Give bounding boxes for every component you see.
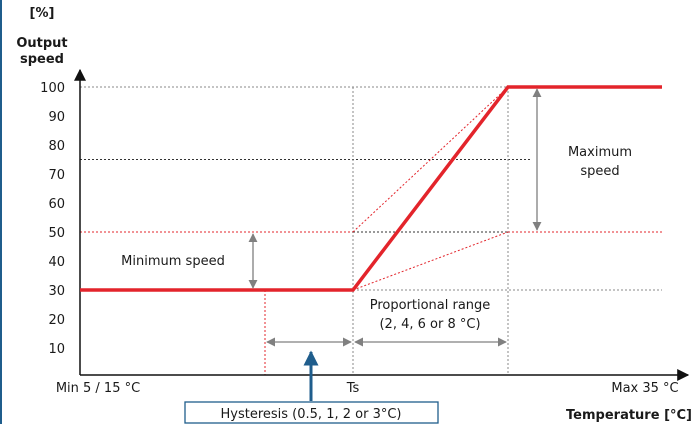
chart-marks: 10 20 30 40 50 60 70 80 90 100: [40, 68, 690, 401]
y-tick-label: 20: [48, 313, 65, 328]
y-tick-label: 80: [48, 139, 65, 154]
proportional-range-label-line-1: Proportional range: [370, 298, 491, 313]
y-tick-label: 10: [48, 342, 65, 357]
maximum-speed-label-line-1: Maximum: [568, 145, 632, 160]
output-speed-line: [80, 85, 662, 292]
y-axis-label-line-1: Output: [16, 36, 67, 51]
x-label-setpoint: Ts: [346, 381, 360, 396]
y-tick-label: 100: [40, 81, 65, 96]
proportional-range-label-line-2: (2, 4, 6 or 8 °C): [379, 317, 480, 332]
y-tick-label: 90: [48, 110, 65, 125]
hysteresis-label: Hysteresis (0.5, 1, 2 or 3°C): [221, 407, 402, 422]
x-axis-label: Temperature [°C]: [566, 408, 692, 423]
y-tick-label: 50: [48, 226, 65, 241]
y-tick-label: 60: [48, 197, 65, 212]
y-tick-label: 40: [48, 255, 65, 270]
y-axis-label-unit: [%]: [30, 6, 55, 21]
y-tick-label: 70: [48, 168, 65, 183]
y-axis-label-line-2: speed: [20, 52, 64, 67]
y-tick-label: 30: [48, 284, 65, 299]
left-accent-bar: [0, 0, 2, 424]
minimum-speed-label: Minimum speed: [121, 254, 225, 269]
alt-slope-lower: [352, 231, 509, 291]
maximum-speed-label-line-2: speed: [580, 164, 619, 179]
x-label-min: Min 5 / 15 °C: [56, 381, 140, 396]
x-label-max: Max 35 °C: [611, 381, 678, 396]
alt-slope-upper: [352, 86, 509, 233]
hysteresis-box: [184, 401, 439, 424]
